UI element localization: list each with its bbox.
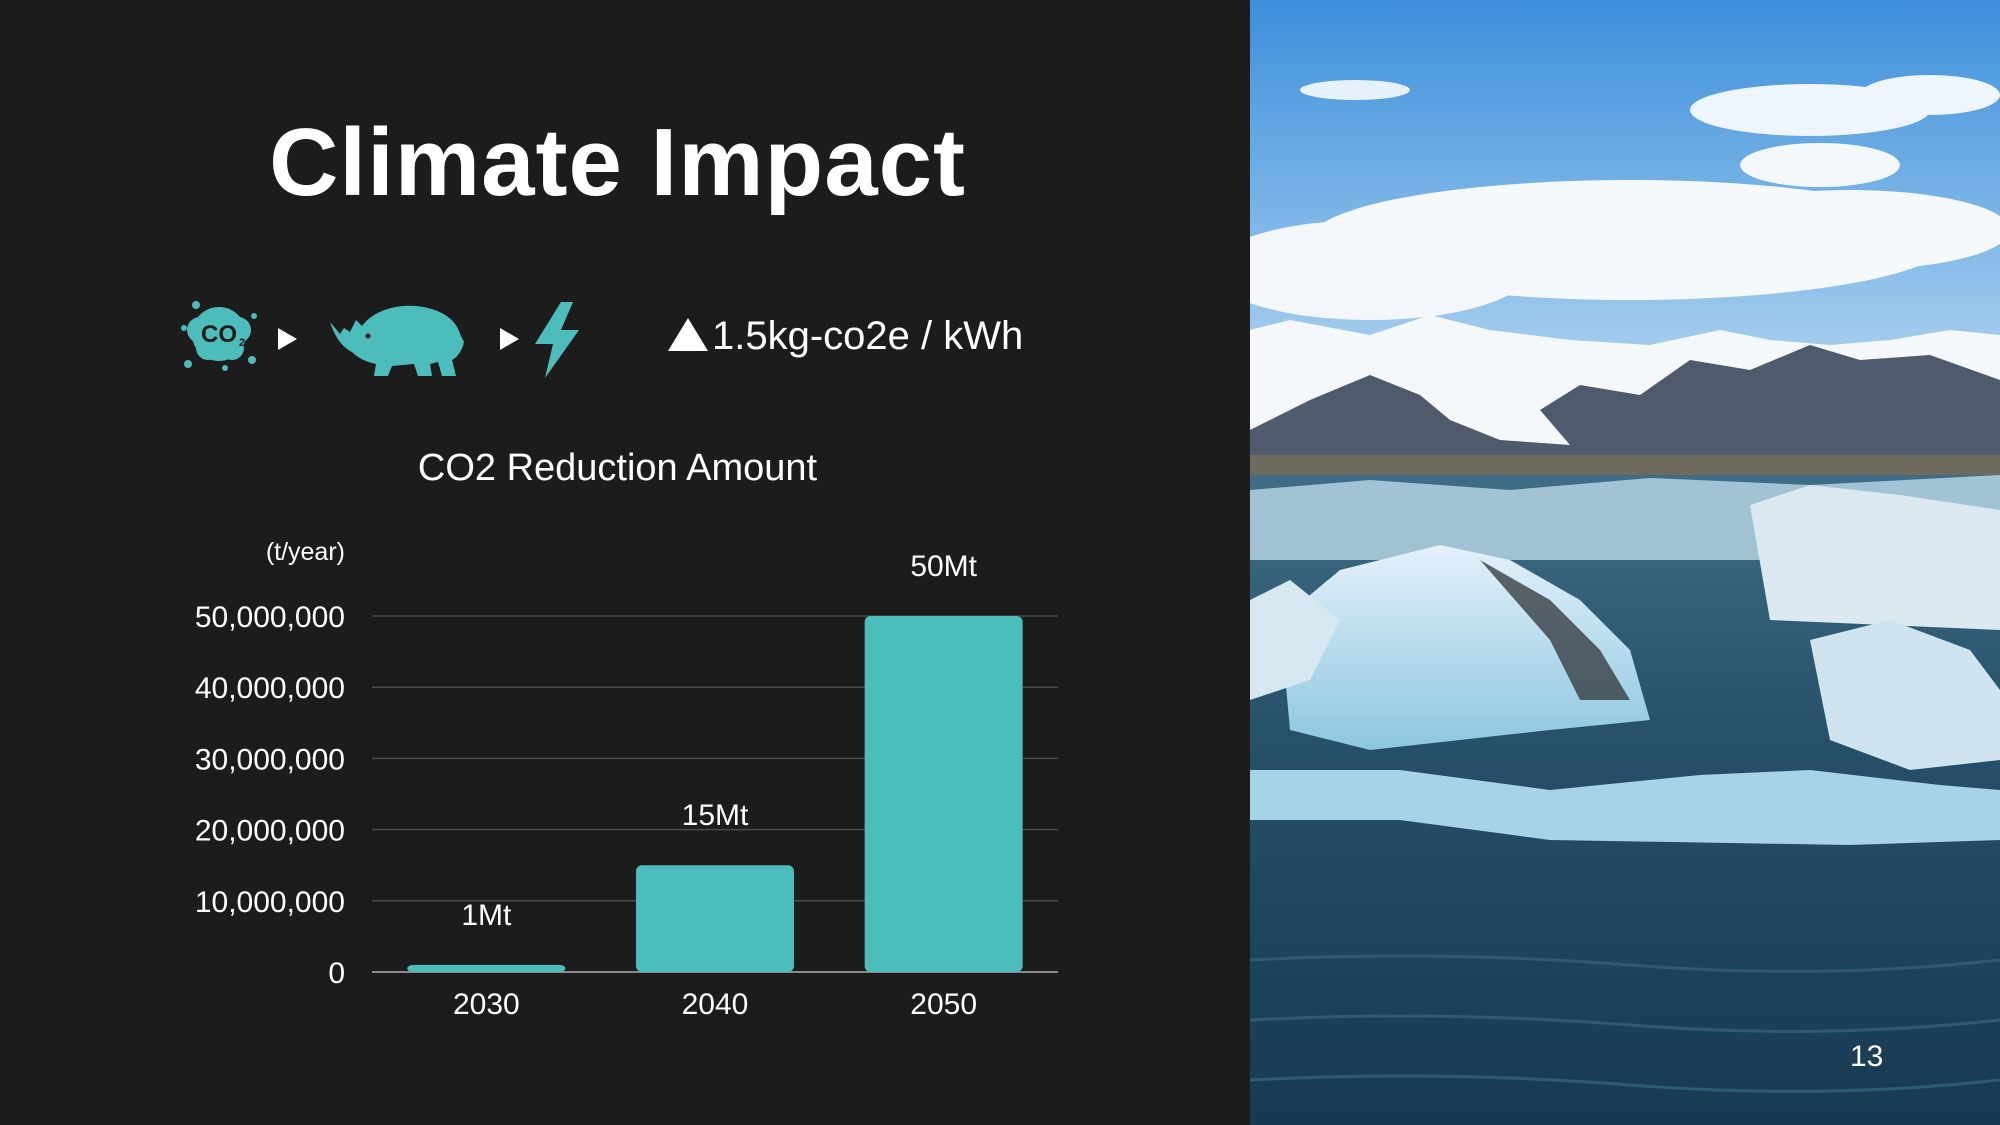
bar (864, 616, 1023, 972)
y-axis-unit-label: (t/year) (266, 538, 345, 566)
slide-title: Climate Impact (269, 109, 966, 216)
chart-title: CO2 Reduction Amount (417, 447, 818, 489)
arrow-right-icon (278, 328, 297, 350)
glacier-lagoon-photo (1250, 0, 2000, 1125)
emission-text: 1.5kg-co2e / kWh (712, 314, 1024, 358)
x-tick-label: 2030 (453, 988, 520, 1021)
bar-chart: (t/year) 0 10,000,000 20,000,000 30,000,000 4… (195, 538, 1058, 1021)
svg-text:2: 2 (239, 337, 245, 349)
y-tick-label: 20,000,000 (195, 815, 345, 848)
y-tick-label: 10,000,000 (195, 886, 345, 919)
process-row: CO 2 1.5kg-co2e / kWh (0, 290, 1250, 390)
bar (407, 964, 566, 972)
y-tick-label: 30,000,000 (195, 743, 345, 776)
content-panel: Climate Impact CO 2 (0, 109, 1250, 1021)
svg-text:CO: CO (201, 321, 237, 348)
y-tick-label: 40,000,000 (195, 672, 345, 705)
x-tick-label: 2040 (682, 988, 749, 1021)
rhino-icon (330, 305, 464, 376)
bar (636, 865, 794, 972)
co2-cloud-icon: CO 2 (181, 301, 257, 371)
data-label: 15Mt (682, 799, 749, 832)
y-tick-label: 50,000,000 (195, 601, 345, 634)
lightning-bolt-icon (535, 302, 579, 378)
data-label: 1Mt (461, 899, 512, 932)
arrow-right-icon (500, 328, 519, 350)
y-tick-label: 0 (328, 957, 345, 990)
emission-factor: 1.5kg-co2e / kWh (668, 311, 1023, 361)
triangle-up-icon (668, 318, 708, 351)
page-number: 13 (1850, 1040, 1884, 1073)
x-tick-label: 2050 (910, 988, 977, 1021)
data-label: 50Mt (910, 550, 977, 583)
